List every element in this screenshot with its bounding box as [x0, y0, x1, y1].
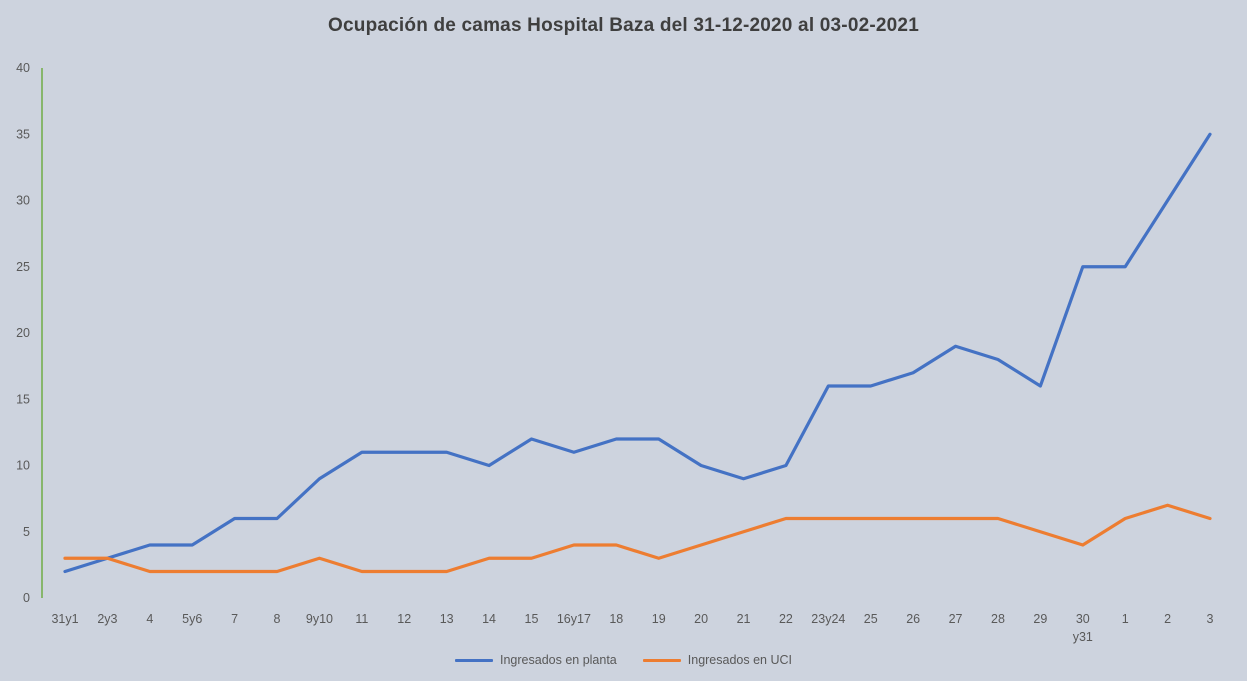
legend-item: Ingresados en UCI: [642, 653, 792, 667]
x-axis-label: 13: [440, 612, 454, 626]
legend-item: Ingresados en planta: [455, 653, 617, 667]
y-axis-tick-label: 40: [16, 61, 30, 75]
y-axis-tick-label: 35: [16, 127, 30, 141]
y-axis-tick-label: 20: [16, 326, 30, 340]
y-axis-tick-label: 5: [23, 525, 30, 539]
x-axis-label: 2y3: [97, 612, 117, 626]
legend-swatch-line: [455, 658, 493, 662]
x-axis-label: 11: [355, 612, 368, 626]
x-axis-label: 31y1: [51, 612, 78, 626]
x-axis-label: 16y17: [557, 612, 591, 626]
x-axis-label: 21: [737, 612, 751, 626]
x-axis-label: 28: [991, 612, 1005, 626]
x-axis-label: 18: [609, 612, 623, 626]
x-axis-label: 19: [652, 612, 666, 626]
x-axis-label: 15: [525, 612, 539, 626]
y-axis-tick-label: 30: [16, 194, 30, 208]
x-axis-label: 26: [906, 612, 920, 626]
legend-swatch-line: [642, 658, 681, 662]
chart-title: Ocupación de camas Hospital Baza del 31-…: [328, 15, 919, 36]
y-axis-tick-label: 25: [16, 260, 30, 274]
x-axis-label: 29: [1033, 612, 1047, 626]
x-axis-label: 25: [864, 612, 878, 626]
series-line-uci: [63, 503, 1212, 574]
legend: Ingresados en planta Ingresados en UCI: [0, 653, 1247, 667]
x-axis-label: 27: [949, 612, 963, 626]
x-axis-label: 12: [397, 612, 411, 626]
series-line-planta: [63, 132, 1212, 574]
x-axis-label: 7: [231, 612, 238, 626]
x-axis-label: 3: [1207, 612, 1214, 626]
x-axis-label: 4: [146, 612, 153, 626]
x-axis-label: 23y24: [811, 612, 845, 626]
x-axis-label: 20: [694, 612, 708, 626]
x-axis-label: 8: [274, 612, 281, 626]
x-axis-label: 14: [482, 612, 496, 626]
legend-label: Ingresados en UCI: [687, 653, 792, 667]
x-axis-label: 30 y31: [1073, 612, 1093, 644]
x-axis-label: 22: [779, 612, 793, 626]
legend-label: Ingresados en planta: [500, 653, 617, 667]
x-axis-label: 1: [1122, 612, 1129, 626]
y-axis-tick-label: 0: [23, 591, 30, 605]
x-axis-label: 5y6: [182, 612, 202, 626]
y-axis-tick-label: 15: [16, 392, 30, 406]
x-axis-label: 2: [1164, 612, 1171, 626]
y-axis-tick-label: 10: [16, 459, 30, 473]
x-axis-label: 9y10: [306, 612, 333, 626]
